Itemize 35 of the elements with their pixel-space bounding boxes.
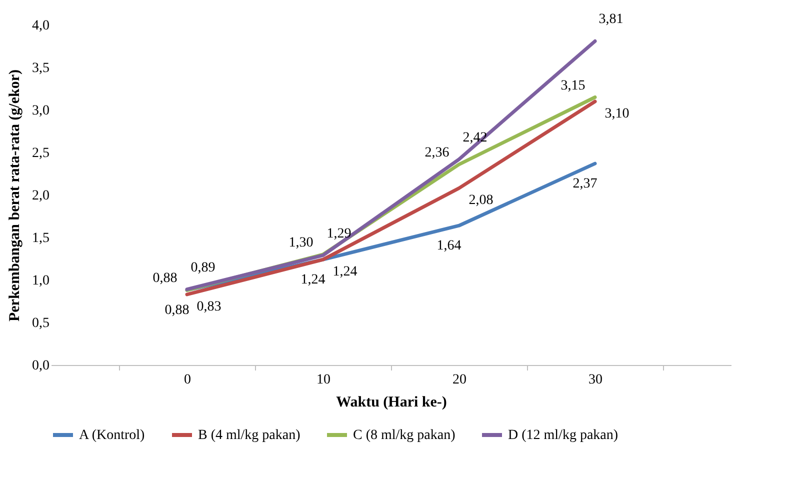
legend-label: D (12 ml/kg pakan) bbox=[508, 428, 618, 443]
y-tick-label: 3,5 bbox=[32, 61, 50, 76]
y-tick-label: 2,5 bbox=[32, 146, 50, 161]
y-tick-label: 4,0 bbox=[32, 18, 50, 34]
line-series bbox=[185, 39, 597, 292]
y-tick-label: 3,0 bbox=[32, 104, 50, 118]
y-tick-label: 2,0 bbox=[32, 188, 50, 204]
x-tick-label: 20 bbox=[452, 372, 466, 388]
legend-label: A (Kontrol) bbox=[79, 428, 146, 443]
data-label: 2,36 bbox=[424, 145, 450, 160]
data-label: 0,83 bbox=[196, 299, 222, 314]
y-tick-label: 0,0 bbox=[32, 358, 50, 374]
data-label: 0,89 bbox=[190, 260, 216, 276]
y-tick-label: 1,5 bbox=[32, 231, 50, 246]
x-tick-label: 10 bbox=[316, 372, 330, 388]
y-tick-label: 0,5 bbox=[32, 316, 50, 331]
x-tick-label: 0 bbox=[184, 372, 191, 388]
data-label: 1,30 bbox=[288, 236, 314, 250]
data-label: 1,29 bbox=[326, 226, 352, 242]
y-axis-title: Perkembangan berat rata-rata (g/ekor) bbox=[7, 69, 23, 322]
data-label: 3,15 bbox=[560, 78, 586, 94]
data-label: 3,10 bbox=[604, 106, 630, 122]
data-label: 2,08 bbox=[468, 193, 494, 208]
legend-label: C (8 ml/kg pakan) bbox=[353, 428, 456, 443]
x-tick-label: 30 bbox=[588, 372, 602, 388]
y-tick-label: 1,0 bbox=[32, 274, 50, 288]
data-label: 0,88 bbox=[152, 271, 178, 286]
data-label: 0,88 bbox=[164, 303, 190, 318]
data-label: 1,24 bbox=[332, 264, 358, 280]
data-label: 1,64 bbox=[436, 238, 462, 254]
data-label: 2,37 bbox=[572, 176, 598, 192]
x-axis-title: Waktu (Hari ke-) bbox=[336, 394, 447, 410]
data-label: 3,81 bbox=[598, 12, 624, 28]
data-label: 1,24 bbox=[300, 272, 326, 288]
legend-label: B (4 ml/kg pakan) bbox=[198, 428, 301, 443]
